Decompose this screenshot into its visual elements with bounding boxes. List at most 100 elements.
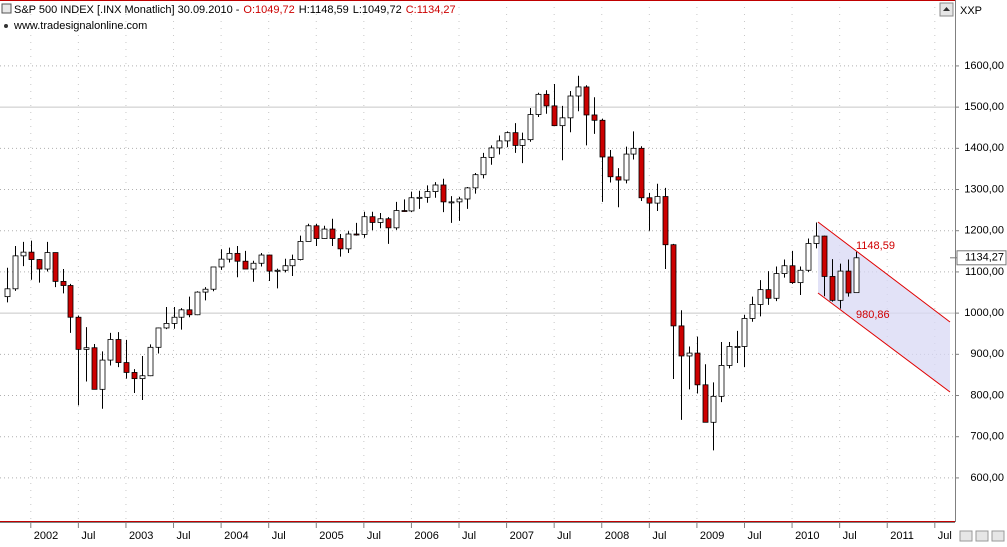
y-tick-label: 700,00 — [970, 431, 1004, 443]
candle-body — [448, 201, 455, 204]
candle-body — [630, 147, 637, 155]
y-tick-label: 1200,00 — [964, 225, 1004, 237]
candle-body — [646, 197, 653, 204]
candle-body — [734, 346, 741, 348]
candle-body — [504, 132, 511, 142]
candle-body — [472, 174, 479, 189]
y-tick-label: 1400,00 — [964, 142, 1004, 154]
candle-body — [401, 210, 408, 212]
candle-body — [623, 153, 630, 181]
candle-body — [765, 289, 772, 299]
candle-body — [638, 147, 645, 199]
y-tick-label: 1300,00 — [964, 183, 1004, 195]
candle-body — [480, 156, 487, 176]
x-tick-label: 2003 — [129, 530, 153, 542]
candle-body — [496, 140, 503, 149]
candle-body — [456, 198, 463, 203]
candle-body — [845, 270, 852, 294]
x-tick-label: 2009 — [700, 530, 724, 542]
candle-body — [345, 233, 352, 250]
corner-button[interactable] — [975, 530, 989, 542]
candle-body — [718, 365, 725, 397]
candle-body — [591, 114, 598, 121]
candle-body — [662, 196, 669, 246]
candle-body — [369, 216, 376, 223]
candle-body — [527, 114, 534, 141]
candle-body — [147, 346, 154, 377]
candle-body — [321, 228, 328, 239]
ohlc-label: O:1049,72 — [243, 4, 294, 16]
candle-body — [559, 117, 566, 127]
candle-body — [702, 384, 709, 423]
candle-body — [75, 316, 82, 350]
ohlc-label: C:1134,27 — [406, 4, 456, 16]
candle-body — [813, 235, 820, 244]
candle-body — [210, 266, 217, 290]
candle-body — [361, 216, 368, 235]
candle-body — [313, 225, 320, 239]
candle-body — [694, 352, 701, 386]
candle-body — [234, 252, 241, 262]
candle-body — [551, 105, 558, 127]
candle-body — [567, 95, 574, 119]
chart-title: S&P 500 INDEX [.INX Monatlich] 30.09.201… — [14, 4, 240, 16]
candle-body — [781, 265, 788, 274]
candle-body — [488, 147, 495, 158]
candle-body — [99, 359, 106, 390]
last-price-label: 1134,27 — [965, 252, 1004, 264]
candle-body — [416, 196, 423, 199]
candle-body — [829, 276, 836, 301]
candle-body — [654, 196, 661, 204]
channel-fill — [818, 222, 950, 392]
y-tick-label: 800,00 — [970, 389, 1004, 401]
annotation: 1148,59 — [856, 240, 895, 252]
candle-body — [741, 318, 748, 347]
y-tick-label: 1000,00 — [964, 307, 1004, 319]
candle-body — [749, 304, 756, 319]
candle-body — [258, 254, 265, 264]
candle-body — [607, 156, 614, 178]
candles — [4, 75, 860, 451]
x-tick-label: 2002 — [34, 530, 58, 542]
y-tick-label: 1600,00 — [964, 60, 1004, 72]
candle-body — [242, 260, 249, 270]
y-tick-label: 900,00 — [970, 348, 1004, 360]
candle-body — [12, 255, 19, 290]
candle-body — [60, 280, 67, 286]
grid — [0, 0, 955, 522]
candle-body — [805, 243, 812, 271]
candle-body — [139, 375, 146, 380]
candle-body — [194, 291, 201, 316]
candle-body — [297, 241, 304, 260]
candle-body — [163, 323, 170, 329]
source: www.tradesignalonline.com — [13, 20, 147, 32]
candle-body — [4, 288, 11, 298]
candle-body — [131, 372, 138, 380]
x-tick-label: Jul — [938, 530, 952, 542]
candle-body — [686, 352, 693, 357]
y-tick-label: 1100,00 — [965, 266, 1004, 278]
x-tick-label: Jul — [177, 530, 191, 542]
candle-body — [424, 191, 431, 198]
candle-body — [512, 132, 519, 146]
corner-button[interactable] — [991, 530, 1005, 542]
x-tick-label: Jul — [81, 530, 95, 542]
candle-body — [67, 285, 74, 318]
candle-body — [91, 347, 98, 390]
corner-button[interactable] — [959, 530, 973, 542]
header-icon[interactable] — [1, 3, 12, 14]
x-tick-label: Jul — [367, 530, 381, 542]
x-tick-label: 2011 — [890, 530, 914, 542]
candle-body — [171, 316, 178, 324]
candle-body — [757, 289, 764, 305]
x-tick-label: 2004 — [224, 530, 248, 542]
ohlc-label: L:1049,72 — [353, 4, 402, 16]
candle-body — [83, 347, 90, 350]
candle-body — [773, 273, 780, 299]
x-tick-label: Jul — [272, 530, 286, 542]
channel-lower — [817, 292, 951, 393]
candle-body — [202, 288, 209, 293]
candle-body — [377, 218, 384, 223]
candle-body — [186, 309, 193, 316]
